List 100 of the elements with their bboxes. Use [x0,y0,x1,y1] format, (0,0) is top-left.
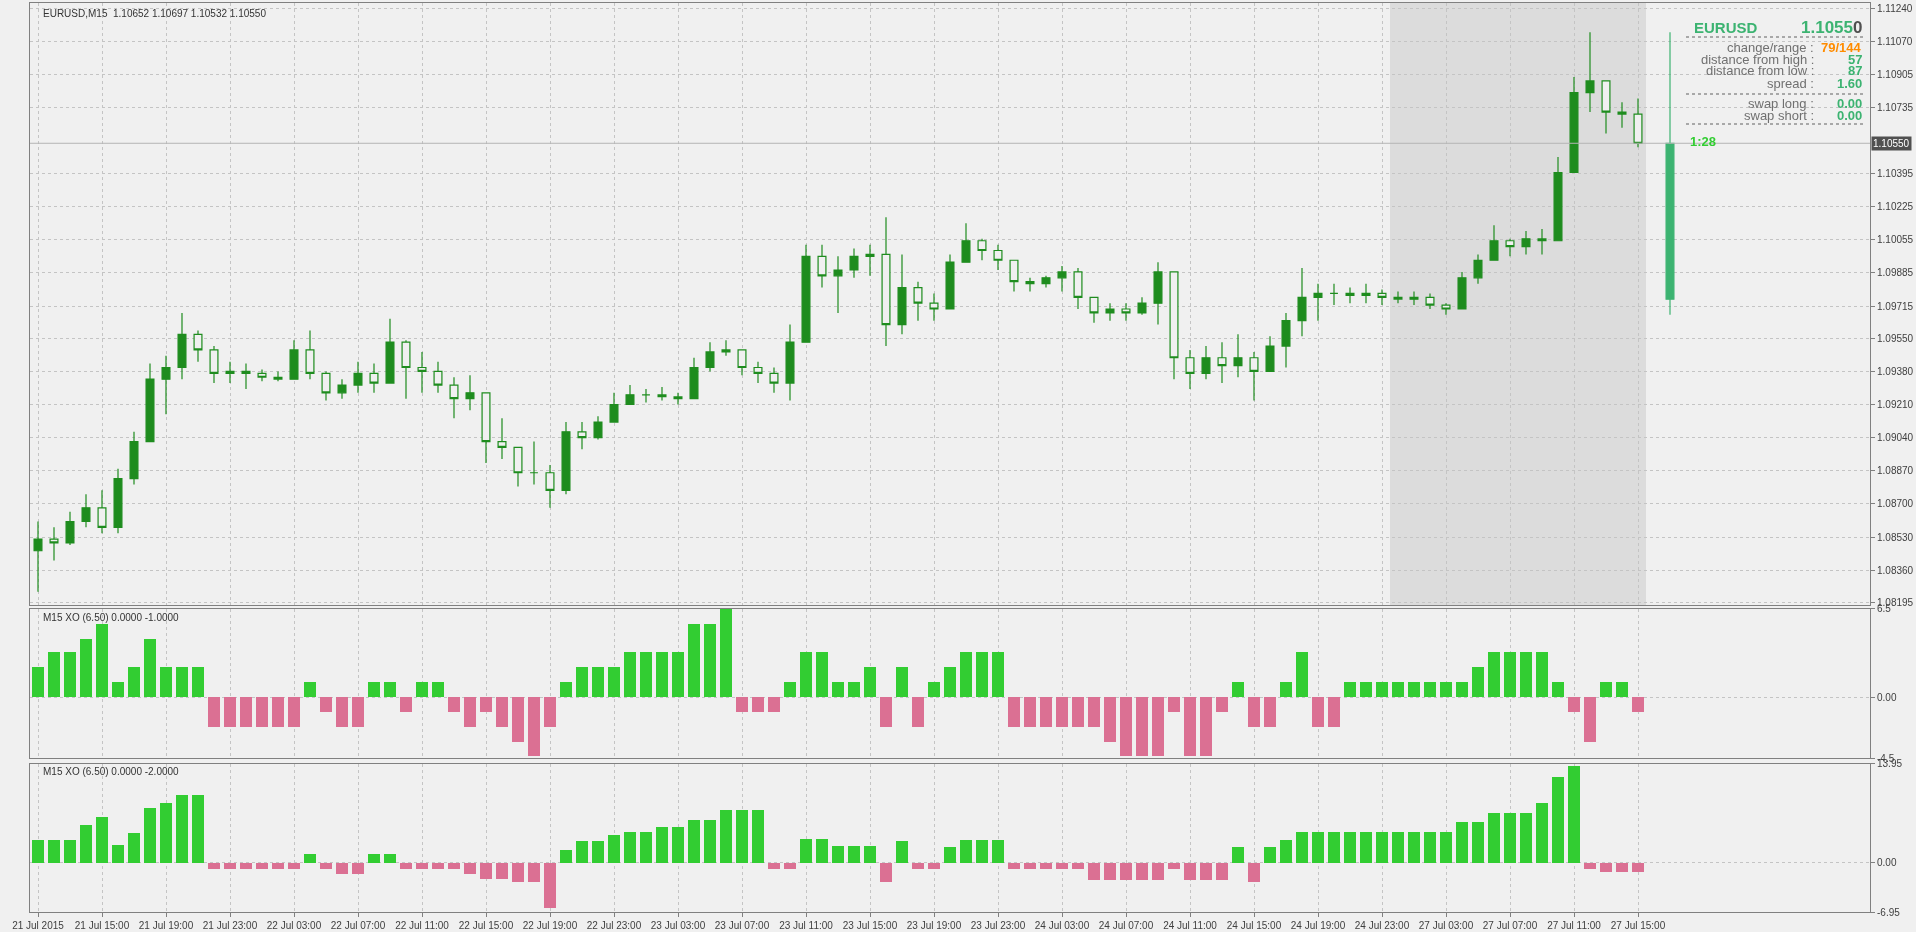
bar [192,666,204,697]
candlestick [1137,296,1147,316]
candlestick [753,361,763,384]
bar [112,681,124,697]
candlestick [257,368,267,382]
candlestick [385,318,395,384]
bar [1472,821,1484,863]
bar [1440,831,1452,863]
bar [800,838,812,863]
bar [48,651,60,697]
bar [96,816,108,863]
bar [480,696,492,712]
bar [1488,812,1500,863]
candlestick [1009,259,1019,293]
x-tick-label: 23 Jul 23:00 [970,920,1026,931]
candlestick [225,361,235,384]
bar [1504,812,1516,863]
bar [544,862,556,908]
candlestick [641,388,651,404]
x-tick-label: 24 Jul 23:00 [1354,920,1410,931]
x-tick-label: 21 Jul 23:00 [202,920,258,931]
annotation: 79/144 [1821,40,1862,55]
bar [1120,696,1132,756]
annotation: spread : [1767,76,1814,91]
candlestick [177,312,187,380]
x-tick-label: 22 Jul 15:00 [458,920,514,931]
bar [960,651,972,697]
candlestick [1377,288,1387,306]
x-tick-label: 21 Jul 19:00 [138,920,194,931]
x-tick-label: 23 Jul 07:00 [714,920,770,931]
bar [144,807,156,863]
bar [1328,831,1340,863]
bar [688,623,700,697]
bar [720,608,732,697]
bar [624,651,636,697]
bar [896,666,908,697]
bar [1056,696,1068,727]
bar [288,862,300,869]
x-tick-label: 27 Jul 15:00 [1610,920,1666,931]
candlestick [785,323,795,402]
candlestick [833,255,843,314]
bar [1216,696,1228,712]
bar [480,862,492,879]
bar [352,696,364,727]
x-tick-label: 23 Jul 11:00 [779,920,834,931]
bar [336,696,348,727]
y-tick-label: 1.10395 [1877,168,1914,179]
bar [672,826,684,863]
x-tick-label: 22 Jul 07:00 [330,920,386,931]
candlestick [1585,31,1595,113]
candlestick [289,339,299,380]
bar [1280,681,1292,697]
candlestick [1105,302,1115,322]
bar [640,831,652,863]
bar [544,696,556,727]
candlestick [865,244,875,277]
bar [1088,862,1100,880]
bar [48,839,60,863]
bar [288,696,300,727]
candlestick [913,281,923,322]
candlestick [1569,76,1579,174]
candlestick [1073,267,1083,310]
bar [848,845,860,863]
candlestick [1633,97,1643,148]
bar [608,834,620,863]
candlestick [929,292,939,322]
text: EURUSD,M15 1.10652 1.10697 1.10532 1.10550 [43,8,267,19]
candlestick [1217,341,1227,384]
bar [384,853,396,863]
candlestick [1553,156,1563,242]
bar [736,696,748,712]
candlestick [417,351,427,394]
bar [1456,821,1468,863]
bar [368,681,380,697]
bar [1600,681,1612,697]
bar [256,696,268,727]
y-tick-label: 1.09380 [1877,365,1914,377]
bar [1216,862,1228,880]
bar [1232,681,1244,697]
bar [80,638,92,697]
bar [1184,862,1196,880]
x-tick-label: 21 Jul 15:00 [74,920,130,931]
bar [944,666,956,697]
bar [784,681,796,697]
bar [192,794,204,863]
y-tick-label: 0.00 [1877,857,1897,869]
bar [1408,831,1420,863]
candlestick [1169,271,1179,380]
bar [1056,862,1068,869]
candlestick [33,520,43,593]
bar [576,666,588,697]
bar [1552,681,1564,697]
bar [512,696,524,742]
bar [1184,696,1196,756]
x-tick-label: 22 Jul 11:00 [395,920,450,931]
candlestick [433,361,443,394]
candlestick [273,370,283,382]
candlestick [1297,267,1307,337]
candlestick [609,392,619,423]
bar [656,826,668,863]
